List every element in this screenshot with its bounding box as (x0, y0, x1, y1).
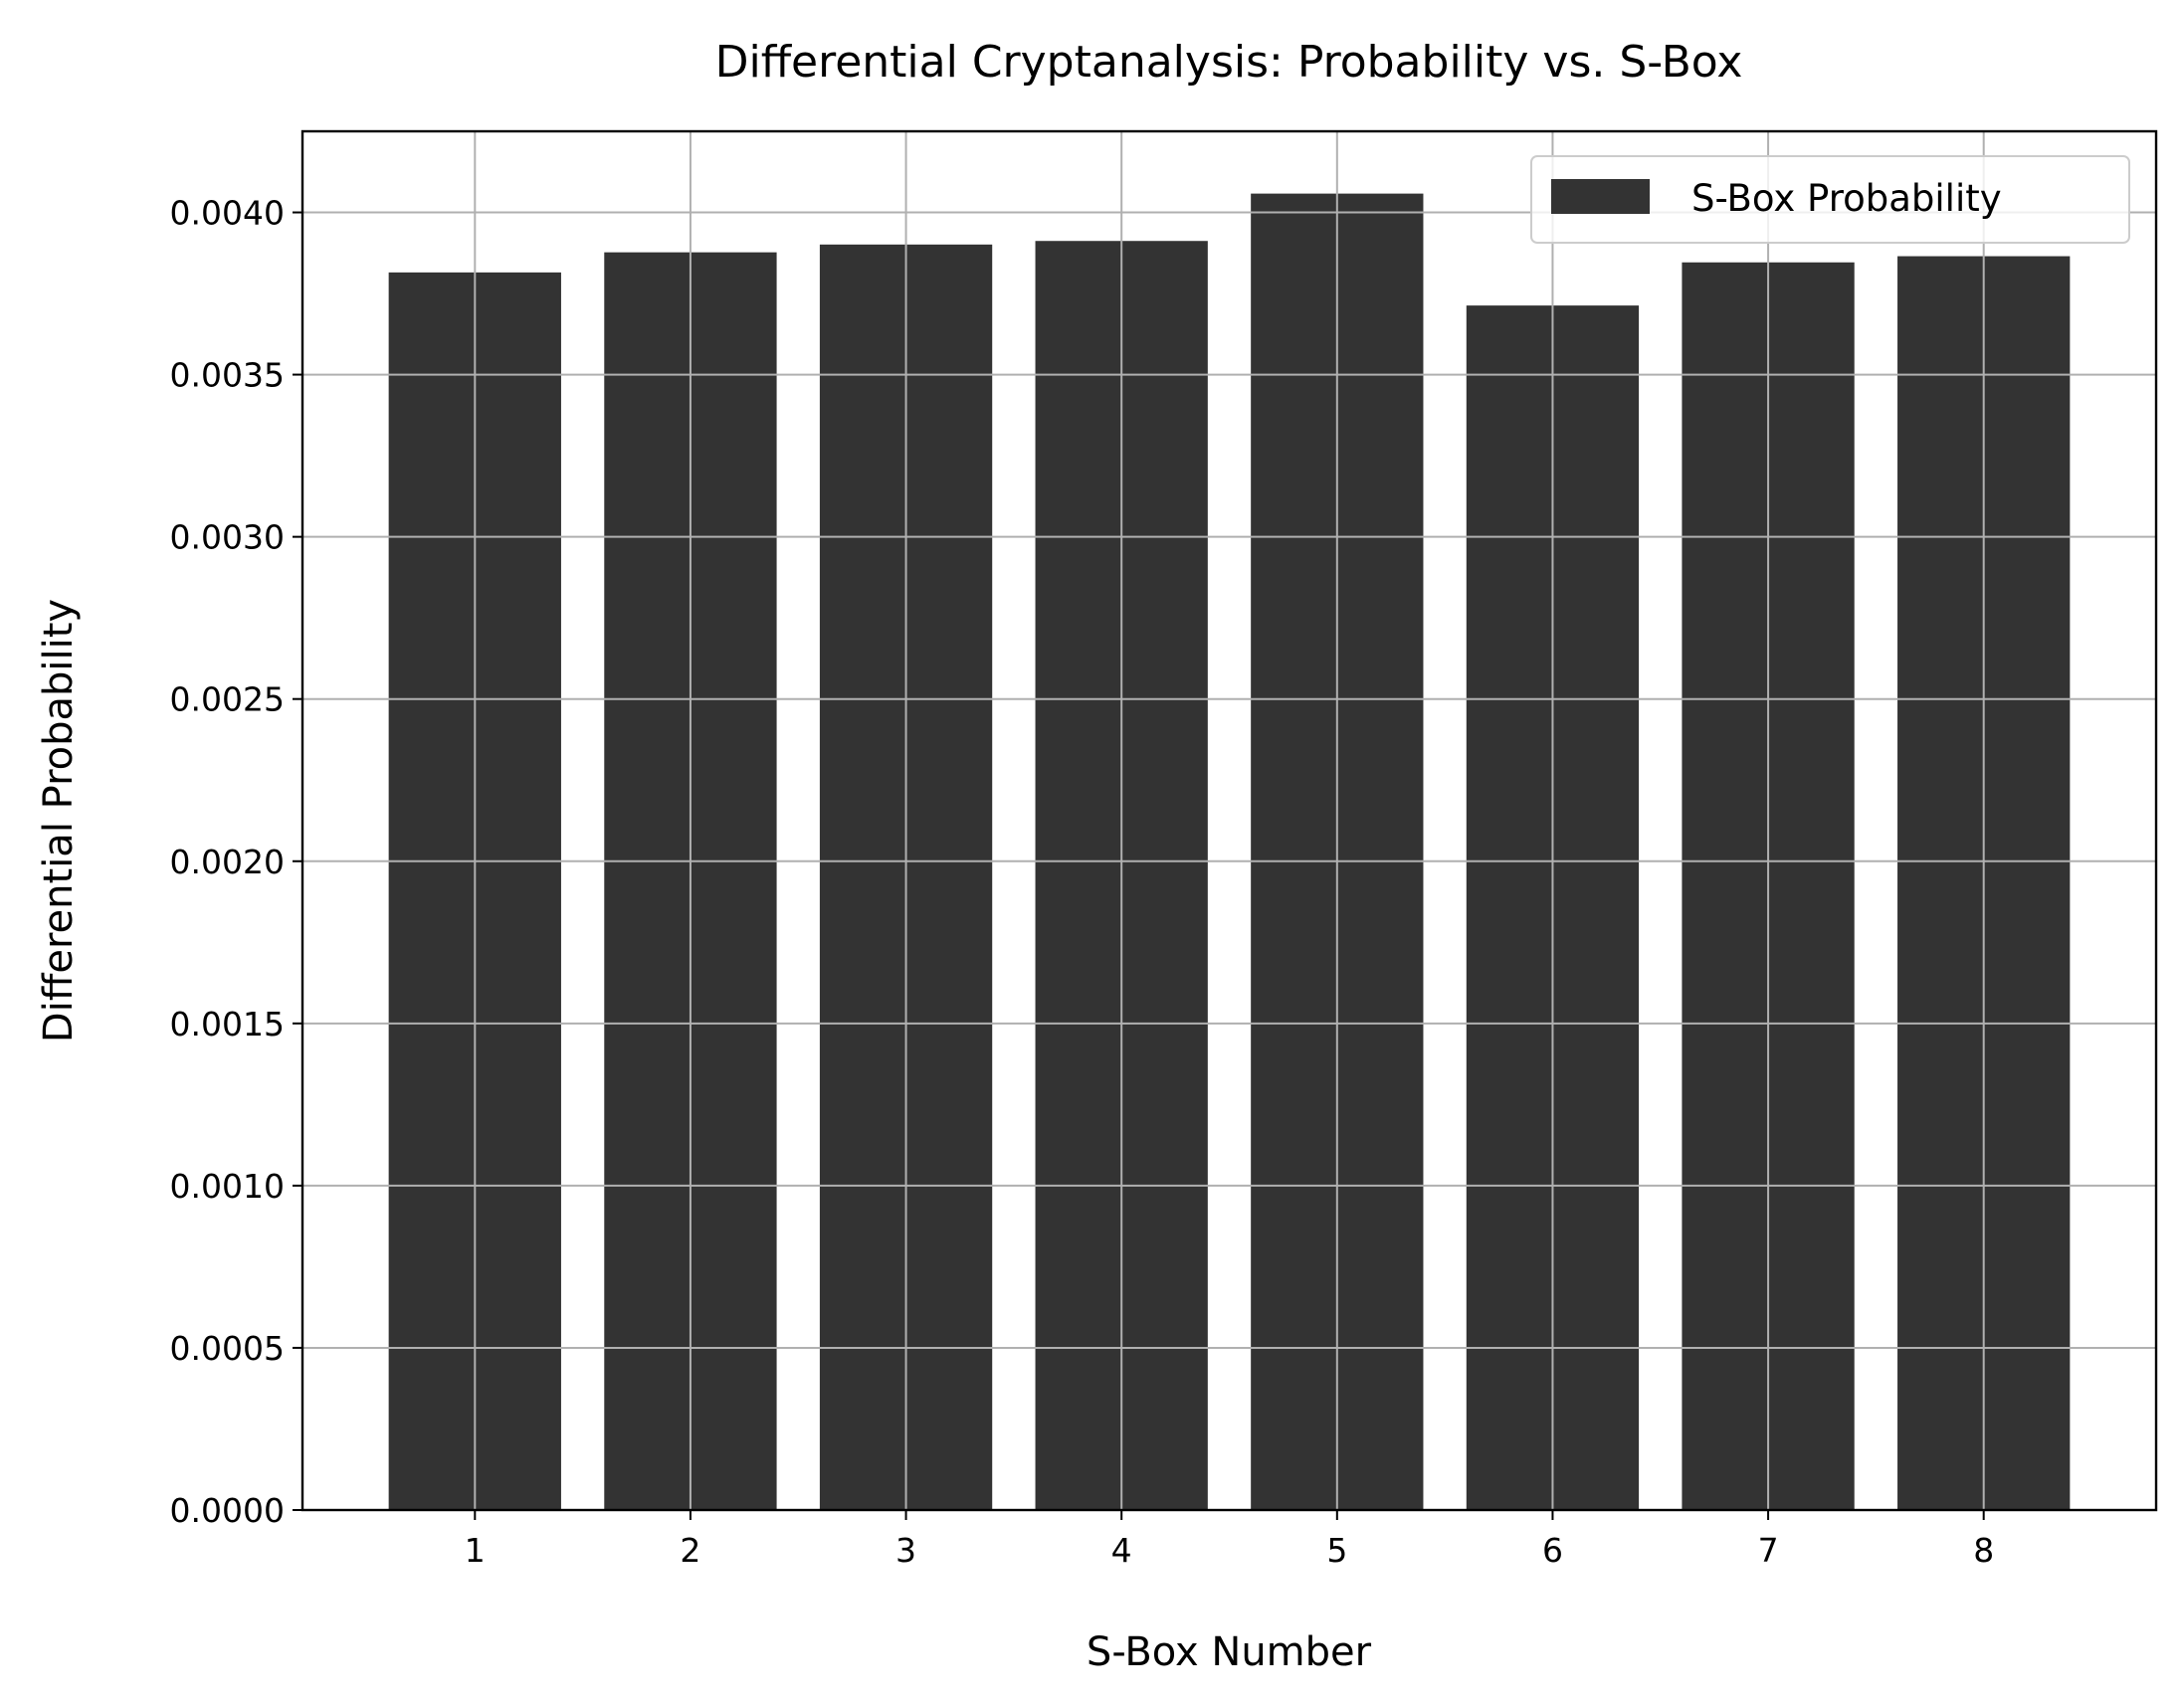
x-axis: 1 2 3 4 5 6 7 8 (465, 1510, 1994, 1570)
x-tick-label: 8 (1973, 1531, 1994, 1570)
x-tick-label: 6 (1542, 1531, 1563, 1570)
y-axis-label: Differential Probability (36, 599, 82, 1043)
legend-box (1530, 155, 2130, 244)
y-tick-label: 0.0005 (170, 1329, 285, 1368)
y-tick-label: 0.0030 (170, 518, 285, 557)
y-tick-label: 0.0025 (170, 680, 285, 719)
x-axis-label: S-Box Number (1087, 1629, 1372, 1675)
y-tick-label: 0.0035 (170, 356, 285, 395)
x-tick-label: 4 (1111, 1531, 1132, 1570)
x-tick-label: 7 (1758, 1531, 1779, 1570)
x-tick-label: 1 (465, 1531, 486, 1570)
chart-title: Differential Cryptanalysis: Probability … (715, 37, 1743, 88)
legend: S-Box Probability (1530, 155, 2130, 244)
x-tick-label: 2 (680, 1531, 700, 1570)
y-axis: 0.0000 0.0005 0.0010 0.0015 0.0020 0.0025 0.00… (170, 194, 302, 1530)
x-tick-label: 3 (895, 1531, 916, 1570)
y-tick-label: 0.0010 (170, 1167, 285, 1206)
y-tick-label: 0.0040 (170, 194, 285, 233)
grid-overlay (302, 131, 2156, 1511)
plot-frame (300, 129, 2158, 1512)
y-tick-label: 0.0000 (170, 1491, 285, 1530)
legend-label: S-Box Probability (1691, 177, 2002, 220)
x-tick-label: 5 (1326, 1531, 1347, 1570)
legend-swatch (1551, 179, 1650, 214)
y-tick-label: 0.0020 (170, 843, 285, 881)
y-tick-label: 0.0015 (170, 1005, 285, 1044)
